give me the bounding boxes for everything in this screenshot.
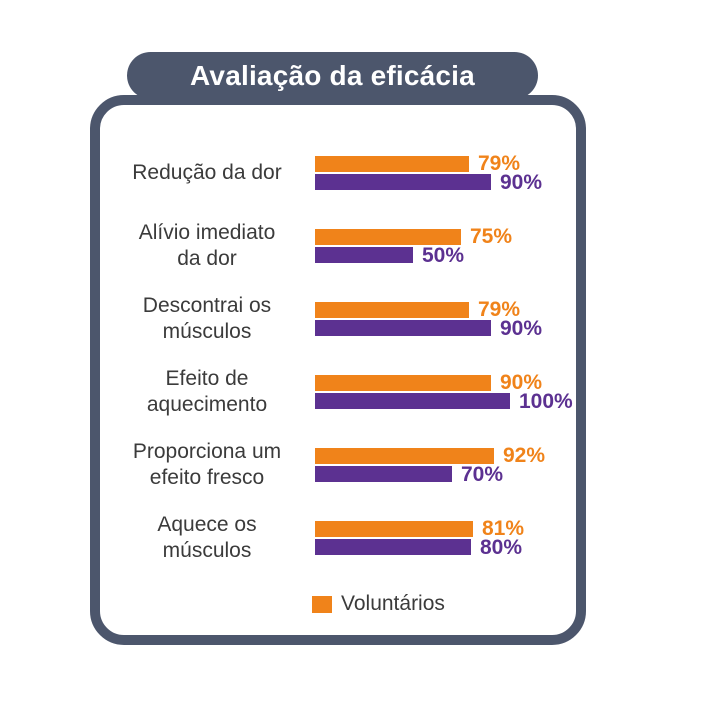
legend-label-volunteers: Voluntários bbox=[341, 592, 445, 615]
bar-volunteers-1 bbox=[315, 229, 461, 245]
category-label-line: músculos bbox=[162, 539, 252, 562]
category-label-line: da dor bbox=[177, 247, 237, 270]
bar-series2-3 bbox=[315, 393, 510, 409]
bar-volunteers-4 bbox=[315, 448, 494, 464]
value-label-series2-3: 100% bbox=[519, 390, 573, 413]
chart-title: Avaliação da eficácia bbox=[190, 60, 475, 91]
value-label-volunteers-3: 90% bbox=[500, 371, 543, 394]
category-label-line: Alívio imediato bbox=[138, 221, 276, 244]
category-label-1: Alívio imediato da dor bbox=[100, 216, 314, 276]
category-label-line: efeito fresco bbox=[149, 466, 265, 489]
chart-title-pill: Avaliação da eficácia bbox=[127, 52, 538, 99]
category-label-3: Efeito de aquecimento bbox=[100, 362, 314, 422]
category-label-line: Redução da dor bbox=[132, 161, 282, 184]
value-label-volunteers-4: 92% bbox=[503, 444, 546, 467]
bar-volunteers-2 bbox=[315, 302, 469, 318]
bar-series2-2 bbox=[315, 320, 491, 336]
legend-swatch-volunteers bbox=[312, 595, 332, 613]
value-label-volunteers-0: 79% bbox=[478, 152, 521, 175]
category-label-4: Proporciona um efeito fresco bbox=[100, 435, 314, 495]
legend: Voluntários bbox=[312, 592, 445, 616]
category-label-line: músculos bbox=[162, 320, 252, 343]
value-label-series2-5: 80% bbox=[480, 536, 523, 559]
value-label-volunteers-1: 75% bbox=[470, 225, 513, 248]
bar-series2-5 bbox=[315, 539, 471, 555]
bar-volunteers-5 bbox=[315, 521, 473, 537]
value-label-volunteers-2: 79% bbox=[478, 298, 521, 321]
category-label-line: Efeito de bbox=[165, 367, 249, 390]
value-label-series2-2: 90% bbox=[500, 317, 543, 340]
category-label-line: Proporciona um bbox=[132, 440, 282, 463]
value-label-volunteers-5: 81% bbox=[482, 517, 525, 540]
category-label-5: Aquece os músculos bbox=[100, 508, 314, 568]
category-label-line: Aquece os bbox=[157, 513, 257, 536]
value-label-series2-1: 50% bbox=[422, 244, 465, 267]
category-label-2: Descontrai os músculos bbox=[100, 289, 314, 349]
bar-series2-4 bbox=[315, 466, 452, 482]
value-label-series2-0: 90% bbox=[500, 171, 543, 194]
category-label-line: Descontrai os bbox=[142, 294, 272, 317]
bar-series2-0 bbox=[315, 174, 491, 190]
bar-volunteers-0 bbox=[315, 156, 469, 172]
bar-volunteers-3 bbox=[315, 375, 491, 391]
category-label-0: Redução da dor bbox=[100, 143, 314, 203]
category-label-line: aquecimento bbox=[146, 393, 268, 416]
value-label-series2-4: 70% bbox=[461, 463, 504, 486]
bar-series2-1 bbox=[315, 247, 413, 263]
